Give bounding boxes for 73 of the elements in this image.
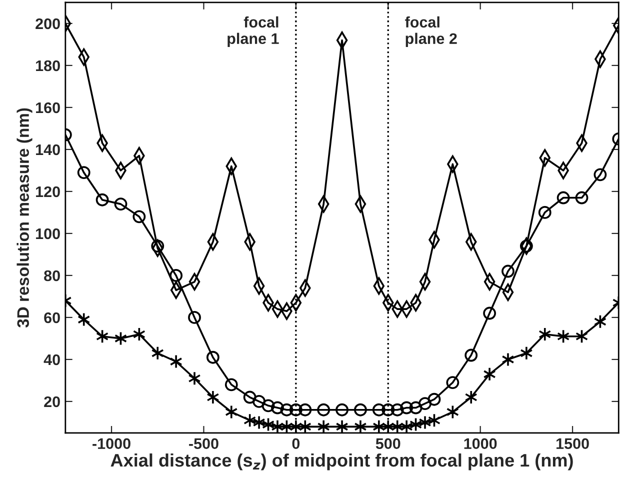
- point: [78, 312, 90, 327]
- point: [464, 390, 478, 404]
- y-tick-label: 80: [44, 270, 60, 282]
- y-tick-label: 60: [44, 312, 60, 324]
- y-tick-label: 120: [36, 186, 60, 198]
- x-tick-label: 1000: [464, 438, 497, 450]
- point: [298, 420, 312, 433]
- y-tick-label: 200: [36, 18, 60, 30]
- point: [170, 269, 183, 282]
- y-tick-label: 160: [36, 102, 60, 114]
- point: [114, 198, 128, 211]
- y-tick-label: 20: [44, 396, 60, 408]
- y-tick-label: 40: [44, 354, 60, 366]
- x-tick-label: -500: [189, 438, 218, 450]
- point: [132, 210, 146, 224]
- y-axis-title: 3D resolution measure (nm): [16, 108, 32, 328]
- ref-line-label: focal plane 1: [228, 16, 279, 48]
- point: [224, 378, 238, 392]
- point: [502, 352, 514, 367]
- point: [225, 404, 238, 420]
- point: [96, 193, 109, 206]
- point: [336, 420, 348, 433]
- x-tick-label: 500: [376, 438, 400, 450]
- point: [206, 390, 220, 404]
- x-axis-title: Axial distance (s$_{z}$) of midpoint from focal plane 1 (nm): [110, 453, 573, 470]
- point: [170, 354, 182, 369]
- y-tick-label: 180: [36, 60, 60, 72]
- point: [354, 403, 367, 416]
- point: [575, 191, 588, 204]
- point: [538, 327, 552, 342]
- point: [400, 401, 414, 414]
- point: [280, 403, 294, 416]
- point: [77, 166, 90, 180]
- point: [206, 350, 220, 364]
- point: [298, 403, 312, 416]
- point: [520, 240, 533, 253]
- point: [243, 390, 256, 404]
- point: [372, 403, 386, 416]
- point: [400, 420, 413, 433]
- point: [336, 403, 348, 416]
- point: [354, 420, 367, 433]
- point: [271, 401, 284, 414]
- point: [418, 397, 432, 410]
- x-tick-label: 0: [292, 438, 300, 450]
- point: [188, 371, 201, 386]
- point: [151, 346, 164, 360]
- point: [390, 403, 404, 416]
- ref-line-label: focal plane 2: [405, 16, 457, 48]
- y-tick-label: 100: [36, 228, 60, 240]
- y-tick-label: 140: [36, 144, 60, 156]
- point: [252, 415, 266, 430]
- point: [262, 399, 275, 412]
- point: [538, 206, 552, 219]
- point: [483, 306, 496, 320]
- point: [446, 376, 460, 390]
- point: [483, 367, 496, 382]
- point: [151, 240, 164, 253]
- point: [464, 348, 478, 362]
- point: [428, 392, 441, 406]
- point: [409, 401, 422, 414]
- point: [317, 403, 330, 416]
- point: [594, 168, 607, 182]
- point: [289, 403, 302, 416]
- x-tick-label: -1000: [92, 438, 130, 450]
- point: [556, 191, 570, 204]
- point: [188, 311, 201, 324]
- point: [418, 415, 432, 430]
- point: [252, 395, 266, 408]
- point: [317, 420, 330, 433]
- point: [382, 403, 395, 416]
- point: [502, 264, 514, 278]
- x-tick-label: 1500: [556, 438, 589, 450]
- point: [520, 346, 533, 360]
